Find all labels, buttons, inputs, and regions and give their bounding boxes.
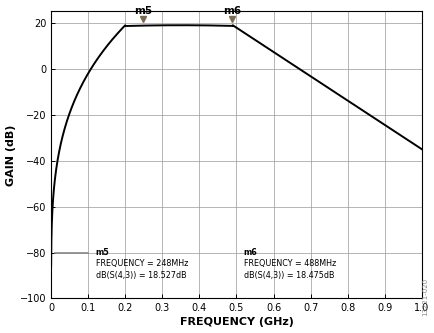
Text: FREQUENCY = 248MHz: FREQUENCY = 248MHz [95, 259, 187, 268]
Y-axis label: GAIN (dB): GAIN (dB) [6, 124, 16, 185]
Text: 13221-020: 13221-020 [421, 278, 427, 316]
Text: dB(S(4,3)) = 18.527dB: dB(S(4,3)) = 18.527dB [95, 271, 186, 280]
Text: m6: m6 [243, 248, 257, 257]
Text: m5: m5 [95, 248, 109, 257]
Text: FREQUENCY = 488MHz: FREQUENCY = 488MHz [243, 259, 335, 268]
X-axis label: FREQUENCY (GHz): FREQUENCY (GHz) [179, 317, 293, 327]
Text: m6: m6 [223, 6, 240, 16]
Text: m5: m5 [134, 6, 152, 16]
Text: dB(S(4,3)) = 18.475dB: dB(S(4,3)) = 18.475dB [243, 271, 334, 280]
